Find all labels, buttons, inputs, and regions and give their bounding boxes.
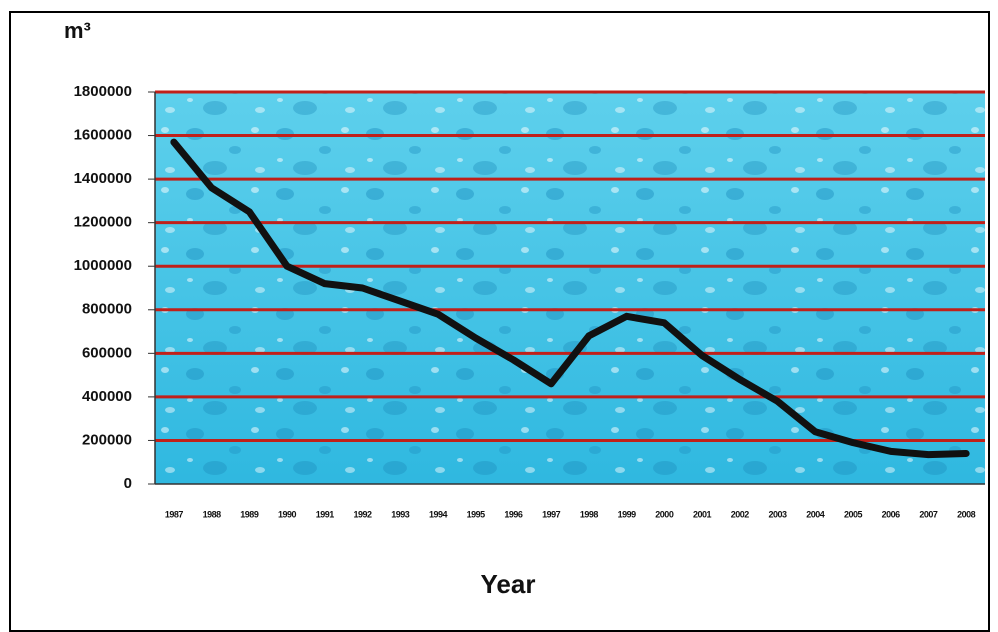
x-tick-label: 2001 [693, 509, 712, 519]
data-line [170, 138, 970, 459]
x-tick-label: 1992 [353, 509, 372, 519]
x-tick-label: 1998 [580, 509, 599, 519]
x-tick-label: 2002 [731, 509, 750, 519]
x-tick-label: 1995 [467, 509, 486, 519]
y-tick-label: 800000 [82, 301, 132, 318]
y-tick-label: 1600000 [74, 127, 132, 144]
frame [9, 11, 990, 632]
x-tick-label: 2003 [768, 509, 787, 519]
y-tick-label: 600000 [82, 344, 132, 361]
x-tick-label: 2006 [882, 509, 901, 519]
x-tick-label: 1987 [165, 509, 184, 519]
x-tick-label: 1989 [240, 509, 259, 519]
y-tick-label: 1200000 [74, 214, 132, 231]
x-tick-label: 1999 [618, 509, 637, 519]
y-tick-label: 1800000 [74, 83, 132, 100]
x-tick-label: 1988 [203, 509, 222, 519]
x-tick-label: 1996 [504, 509, 523, 519]
y-tick-label: 1400000 [74, 170, 132, 187]
x-tick-label: 2005 [844, 509, 863, 519]
y-tick-label: 200000 [82, 431, 132, 448]
x-tick-label: 2004 [806, 509, 825, 519]
y-tick-label: 0 [124, 475, 132, 492]
x-tick-label: 2000 [655, 509, 674, 519]
x-tick-label: 2007 [919, 509, 938, 519]
plot-pattern [155, 92, 985, 484]
x-axis-label: Year [481, 569, 536, 599]
y-tick-label: 400000 [82, 388, 132, 405]
x-tick-label: 1997 [542, 509, 561, 519]
x-tick-label: 1991 [316, 509, 335, 519]
x-tick-label: 1993 [391, 509, 410, 519]
x-tick-label: 1990 [278, 509, 297, 519]
x-tick-label: 1994 [429, 509, 448, 519]
y-axis-label: m³ [64, 18, 91, 43]
y-tick-label: 1000000 [74, 257, 132, 274]
x-tick-label: 2008 [957, 509, 976, 519]
